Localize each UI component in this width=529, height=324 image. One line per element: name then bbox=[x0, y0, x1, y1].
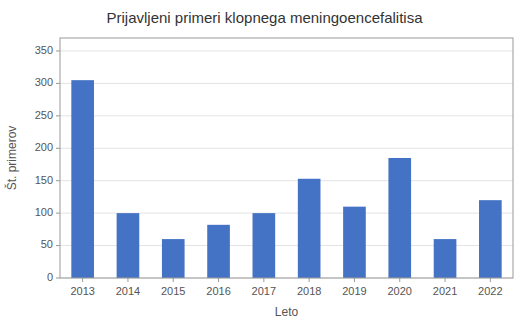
y-tick bbox=[56, 148, 60, 149]
bar bbox=[253, 213, 276, 278]
y-tick-label: 200 bbox=[35, 141, 53, 153]
grid-line bbox=[60, 83, 513, 84]
y-tick-label: 50 bbox=[41, 238, 53, 250]
x-tick-label: 2013 bbox=[70, 285, 94, 297]
chart-container: 0501001502002503003502013201420152016201… bbox=[0, 0, 529, 324]
grid-line bbox=[60, 115, 513, 116]
title: Prijavljeni primeri klopnega meningoence… bbox=[107, 9, 424, 26]
bar bbox=[117, 213, 140, 278]
grid bbox=[60, 51, 513, 278]
x-tick bbox=[263, 278, 264, 282]
bar bbox=[434, 239, 457, 278]
x-tick-label: 2014 bbox=[116, 285, 140, 297]
y-tick-label: 250 bbox=[35, 109, 53, 121]
x-tick bbox=[399, 278, 400, 282]
bars bbox=[71, 80, 501, 278]
y-tick bbox=[56, 278, 60, 279]
y-tick bbox=[56, 115, 60, 116]
bar bbox=[71, 80, 94, 278]
x-tick bbox=[309, 278, 310, 282]
x-tick-label: 2020 bbox=[388, 285, 412, 297]
y-tick bbox=[56, 213, 60, 214]
bar bbox=[343, 207, 366, 278]
x-tick bbox=[354, 278, 355, 282]
x-tick bbox=[173, 278, 174, 282]
x-tick bbox=[218, 278, 219, 282]
x-tick-label: 2021 bbox=[433, 285, 457, 297]
y-tick bbox=[56, 83, 60, 84]
bar bbox=[388, 158, 411, 278]
x-tick bbox=[82, 278, 83, 282]
bar bbox=[479, 200, 502, 278]
y-tick-label: 300 bbox=[35, 76, 53, 88]
x-tick bbox=[445, 278, 446, 282]
x-tick-label: 2015 bbox=[161, 285, 185, 297]
plot-frame bbox=[60, 38, 513, 278]
grid-line bbox=[60, 180, 513, 181]
x-tick bbox=[127, 278, 128, 282]
x-tick-label: 2016 bbox=[206, 285, 230, 297]
y-tick-label: 150 bbox=[35, 174, 53, 186]
grid-line bbox=[60, 148, 513, 149]
bar bbox=[162, 239, 185, 278]
y-tick bbox=[56, 50, 60, 51]
y-tick-label: 350 bbox=[35, 44, 53, 56]
x-axis: 2013 2014 2015 2016 2017 2018 2019 2020 2021 2022 bbox=[70, 278, 502, 297]
x-tick-label: 2017 bbox=[252, 285, 276, 297]
y-axis-label: Št. primerov bbox=[4, 126, 19, 191]
x-axis-label: Leto bbox=[275, 305, 299, 319]
bar bbox=[207, 225, 230, 278]
y-axis: 0 50 100 150 200 250 300 350 bbox=[35, 44, 60, 283]
y-tick-label: 100 bbox=[35, 206, 53, 218]
chart-svg: 0501001502002503003502013201420152016201… bbox=[0, 0, 529, 324]
y-tick bbox=[56, 180, 60, 181]
y-tick bbox=[56, 245, 60, 246]
bar bbox=[298, 179, 321, 278]
x-tick bbox=[490, 278, 491, 282]
grid-line bbox=[60, 50, 513, 51]
x-tick-label: 2022 bbox=[478, 285, 502, 297]
x-tick-label: 2019 bbox=[342, 285, 366, 297]
y-tick-label: 0 bbox=[47, 271, 53, 283]
x-tick-label: 2018 bbox=[297, 285, 321, 297]
